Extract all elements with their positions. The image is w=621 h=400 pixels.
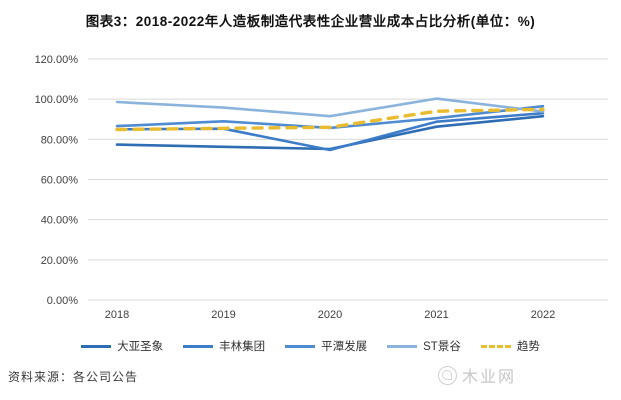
series-line-趋势 [115,107,545,132]
legend-item-ST景谷: ST景谷 [387,338,461,354]
site-watermark: 木业网 [438,363,516,387]
legend-label: 大亚圣象 [117,341,164,353]
y-tick-label: 100.00% [35,94,79,106]
x-tick-label: 2018 [105,309,129,321]
legend-swatch [183,344,214,348]
y-tick-label: 80.00% [41,134,79,146]
legend-label: ST景谷 [423,341,461,353]
legend-item-大亚圣象: 大亚圣象 [81,338,163,354]
legend-swatch [480,344,511,348]
legend-item-丰林集团: 丰林集团 [183,338,265,354]
line-chart-plot-area: 0.00% 20.00% 40.00% 60.00% 80.00% 100.00% 120.… [35,54,608,321]
legend-label: 丰林集团 [219,341,266,353]
watermark-logo-icon [438,365,457,385]
y-tick-label: 20.00% [41,255,79,267]
y-tick-label: 60.00% [41,175,79,187]
legend-item-平潭发展: 平潭发展 [285,338,367,354]
series-line-ST景谷 [115,97,545,118]
legend-swatch [387,344,418,348]
y-tick-label: 40.00% [41,215,79,227]
y-tick-label: 120.00% [35,54,79,66]
x-tick-label: 2022 [531,309,555,321]
legend-item-趋势: 趋势 [480,338,540,354]
watermark-text: 木业网 [462,369,517,386]
legend-swatch [81,344,112,348]
data-source-note: 资料来源：各公司公告 [8,370,139,384]
y-tick-label: 0.00% [47,295,78,307]
x-tick-label: 2020 [318,309,342,321]
x-tick-label: 2021 [424,309,448,321]
series-line-大亚圣象 [115,114,545,151]
legend-label: 平潭发展 [321,341,368,353]
x-tick-label: 2019 [211,309,235,321]
legend-swatch [285,344,316,348]
legend-label: 趋势 [516,341,540,353]
series-line-丰林集团 [115,111,545,152]
chart-legend: 大亚圣象 丰林集团 平潭发展 ST景谷 趋势 [0,338,621,354]
chart-title: 图表3：2018-2022年人造板制造代表性企业营业成本占比分析(单位：%) [85,14,536,29]
